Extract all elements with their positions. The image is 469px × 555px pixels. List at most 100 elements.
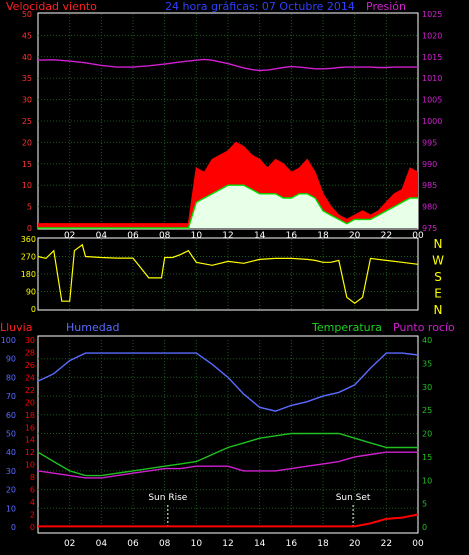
rain-axis-tick: 20 bbox=[25, 398, 35, 407]
humidity-x-tick: 00 bbox=[412, 539, 424, 549]
humidity-x-tick: 20 bbox=[349, 539, 361, 549]
pressure-axis-tick: 980 bbox=[422, 203, 437, 212]
humidity-x-tick: 16 bbox=[286, 539, 298, 549]
rain-axis-tick: 4 bbox=[30, 498, 35, 507]
direction-axis-tick: 360 bbox=[21, 235, 36, 244]
wind-axis-tick: 30 bbox=[22, 96, 32, 105]
dewpoint-axis-title: Punto rocío bbox=[393, 321, 455, 334]
humidity-axis-title: Humedad bbox=[66, 321, 119, 334]
pressure-axis-tick: 975 bbox=[422, 224, 437, 233]
wind-axis-tick: 40 bbox=[22, 53, 32, 62]
rain-axis-tick: 22 bbox=[25, 386, 35, 395]
wind-x-tick: 18 bbox=[317, 231, 329, 241]
rain-axis-tick: 18 bbox=[25, 411, 35, 420]
temperature-axis-tick: 30 bbox=[422, 383, 432, 392]
wind-x-tick: 04 bbox=[96, 231, 108, 241]
direction-axis-tick: 0 bbox=[31, 305, 36, 314]
header-right-title: Presión bbox=[366, 0, 406, 13]
rain-axis-tick: 30 bbox=[25, 336, 35, 345]
gust-line bbox=[38, 141, 419, 225]
humidity-x-tick: 18 bbox=[317, 539, 329, 549]
humidity-axis-tick: 80 bbox=[6, 373, 16, 382]
temperature-axis-tick: 10 bbox=[422, 476, 432, 485]
humidity-axis-tick: 0 bbox=[11, 523, 16, 532]
direction-axis-tick: 90 bbox=[26, 288, 36, 297]
humidity-x-tick: 02 bbox=[64, 539, 75, 549]
sunset-label: Sun Set bbox=[336, 493, 371, 503]
rain-axis-tick: 10 bbox=[25, 461, 35, 470]
wind-axis-tick: 35 bbox=[22, 74, 32, 83]
pressure-axis-tick: 1010 bbox=[422, 74, 442, 83]
humidity-x-tick: 06 bbox=[127, 539, 139, 549]
wind-axis-tick: 25 bbox=[22, 117, 32, 126]
wind-axis-tick: 0 bbox=[27, 224, 32, 233]
rain-axis-tick: 12 bbox=[25, 448, 35, 457]
rain-axis-tick: 14 bbox=[25, 436, 35, 445]
pressure-axis-tick: 1025 bbox=[422, 10, 442, 19]
humidity-x-tick: 12 bbox=[222, 539, 233, 549]
wind-chart-marks: 0510152025303540455097598098599099510001… bbox=[22, 10, 443, 241]
dewpoint-line bbox=[37, 451, 418, 479]
average-area bbox=[38, 185, 418, 228]
temperature-axis-title: Temperatura bbox=[311, 321, 382, 334]
sunrise-label: Sun Rise bbox=[148, 493, 187, 503]
temperature-axis-tick: 40 bbox=[422, 336, 432, 345]
compass-label: S bbox=[434, 270, 442, 284]
temperature-axis-tick: 25 bbox=[422, 406, 432, 415]
humidity-line bbox=[37, 352, 419, 412]
wind-axis-tick: 15 bbox=[22, 160, 32, 169]
wind-axis-tick: 5 bbox=[27, 203, 32, 212]
humidity-axis-tick: 90 bbox=[6, 355, 16, 364]
humidity-axis-tick: 50 bbox=[6, 430, 16, 439]
compass-label: W bbox=[432, 254, 444, 268]
wind-x-tick: 08 bbox=[159, 231, 171, 241]
temperature-axis-tick: 5 bbox=[422, 500, 427, 509]
wind-x-tick: 20 bbox=[349, 231, 361, 241]
pressure-axis-tick: 1015 bbox=[422, 53, 442, 62]
rain-axis-tick: 28 bbox=[25, 348, 35, 357]
pressure-axis-tick: 1020 bbox=[422, 31, 442, 40]
temperature-line bbox=[37, 432, 418, 477]
rain-axis-title: Lluvia bbox=[0, 321, 32, 334]
compass-label: N bbox=[434, 303, 443, 317]
humidity-axis-tick: 30 bbox=[6, 467, 16, 476]
rain-axis-tick: 16 bbox=[25, 423, 35, 432]
header-center-title: 24 hora gráficas: 07 Octubre 2014 bbox=[165, 0, 355, 13]
rain-axis-tick: 8 bbox=[30, 473, 35, 482]
compass-label: N bbox=[434, 237, 443, 251]
temperature-axis-tick: 15 bbox=[422, 453, 432, 462]
temperature-axis-tick: 0 bbox=[422, 523, 427, 532]
humidity-axis-tick: 70 bbox=[6, 392, 16, 401]
pressure-axis-tick: 995 bbox=[422, 138, 437, 147]
humidity-chart-marks: 0102030405060708090100024681012141618202… bbox=[1, 336, 432, 549]
wind-axis-tick: 45 bbox=[22, 31, 32, 40]
humidity-chart-frame bbox=[37, 335, 419, 534]
pressure-line bbox=[37, 58, 418, 72]
wind-x-tick: 16 bbox=[286, 231, 298, 241]
humidity-axis-tick: 20 bbox=[6, 486, 16, 495]
pressure-axis-tick: 1005 bbox=[422, 96, 442, 105]
humidity-x-tick: 10 bbox=[191, 539, 203, 549]
wind-x-tick: 00 bbox=[412, 231, 424, 241]
wind-x-tick: 10 bbox=[191, 231, 203, 241]
direction-line bbox=[37, 243, 419, 304]
wind-x-tick: 06 bbox=[127, 231, 139, 241]
humidity-axis-tick: 40 bbox=[6, 448, 16, 457]
rain-axis-tick: 24 bbox=[25, 373, 35, 382]
humidity-axis-tick: 100 bbox=[1, 336, 16, 345]
temperature-axis-tick: 35 bbox=[422, 359, 432, 368]
humidity-x-tick: 04 bbox=[96, 539, 108, 549]
wind-x-tick: 02 bbox=[64, 231, 75, 241]
humidity-axis-tick: 60 bbox=[6, 411, 16, 420]
wind-x-tick: 14 bbox=[254, 231, 266, 241]
pressure-axis-tick: 990 bbox=[422, 160, 437, 169]
direction-axis-tick: 180 bbox=[21, 270, 36, 279]
rain-axis-tick: 6 bbox=[30, 486, 35, 495]
wind-x-tick: 22 bbox=[381, 231, 392, 241]
humidity-x-tick: 08 bbox=[159, 539, 171, 549]
header-left-title: Velocidad viento bbox=[6, 0, 97, 13]
temperature-axis-tick: 20 bbox=[422, 430, 432, 439]
rain-axis-tick: 0 bbox=[30, 523, 35, 532]
